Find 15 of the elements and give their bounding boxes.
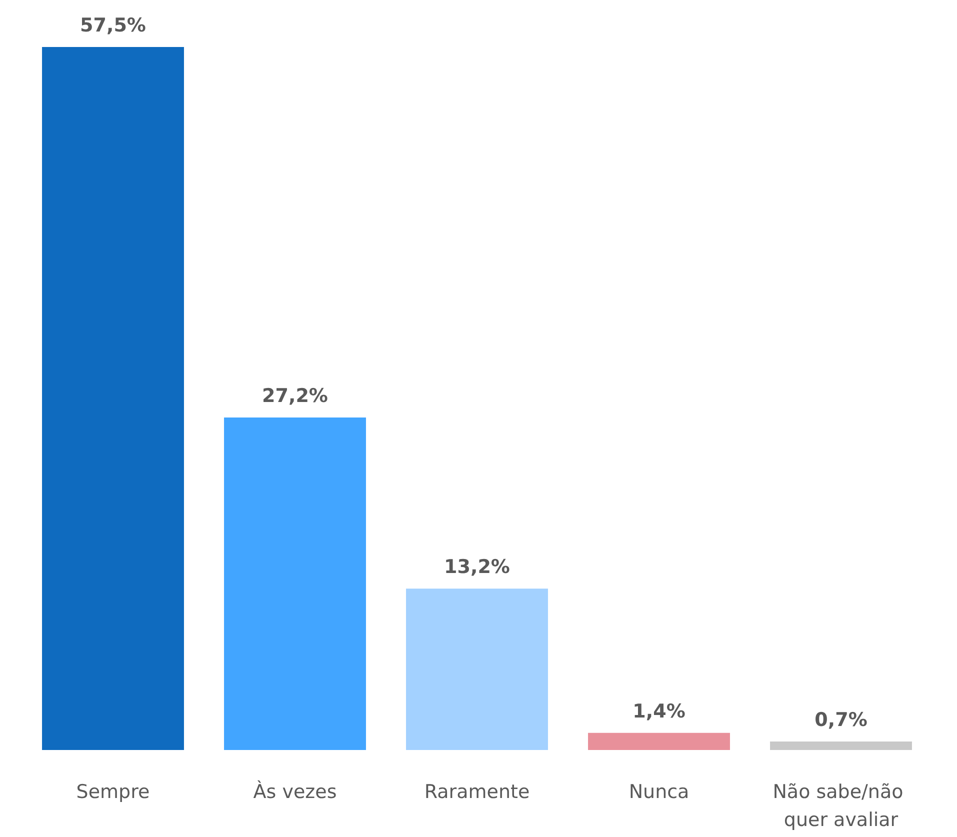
x-tick-label: Às vezes [253,780,337,803]
bar [588,732,730,750]
x-tick-label: Raramente [424,781,530,803]
bar [770,741,912,750]
data-label: 0,7% [814,708,868,731]
data-label: 57,5% [80,14,146,36]
data-label: 1,4% [632,700,686,722]
x-tick-label: Nunca [628,781,690,803]
data-label: 27,2% [262,384,328,407]
bar [224,417,366,750]
bar [406,588,548,750]
bar [42,47,184,750]
x-tick-label: Sempre [76,781,150,803]
data-label: 13,2% [444,556,510,578]
x-tick-label: Não sabe/não quer avaliar [772,781,910,831]
